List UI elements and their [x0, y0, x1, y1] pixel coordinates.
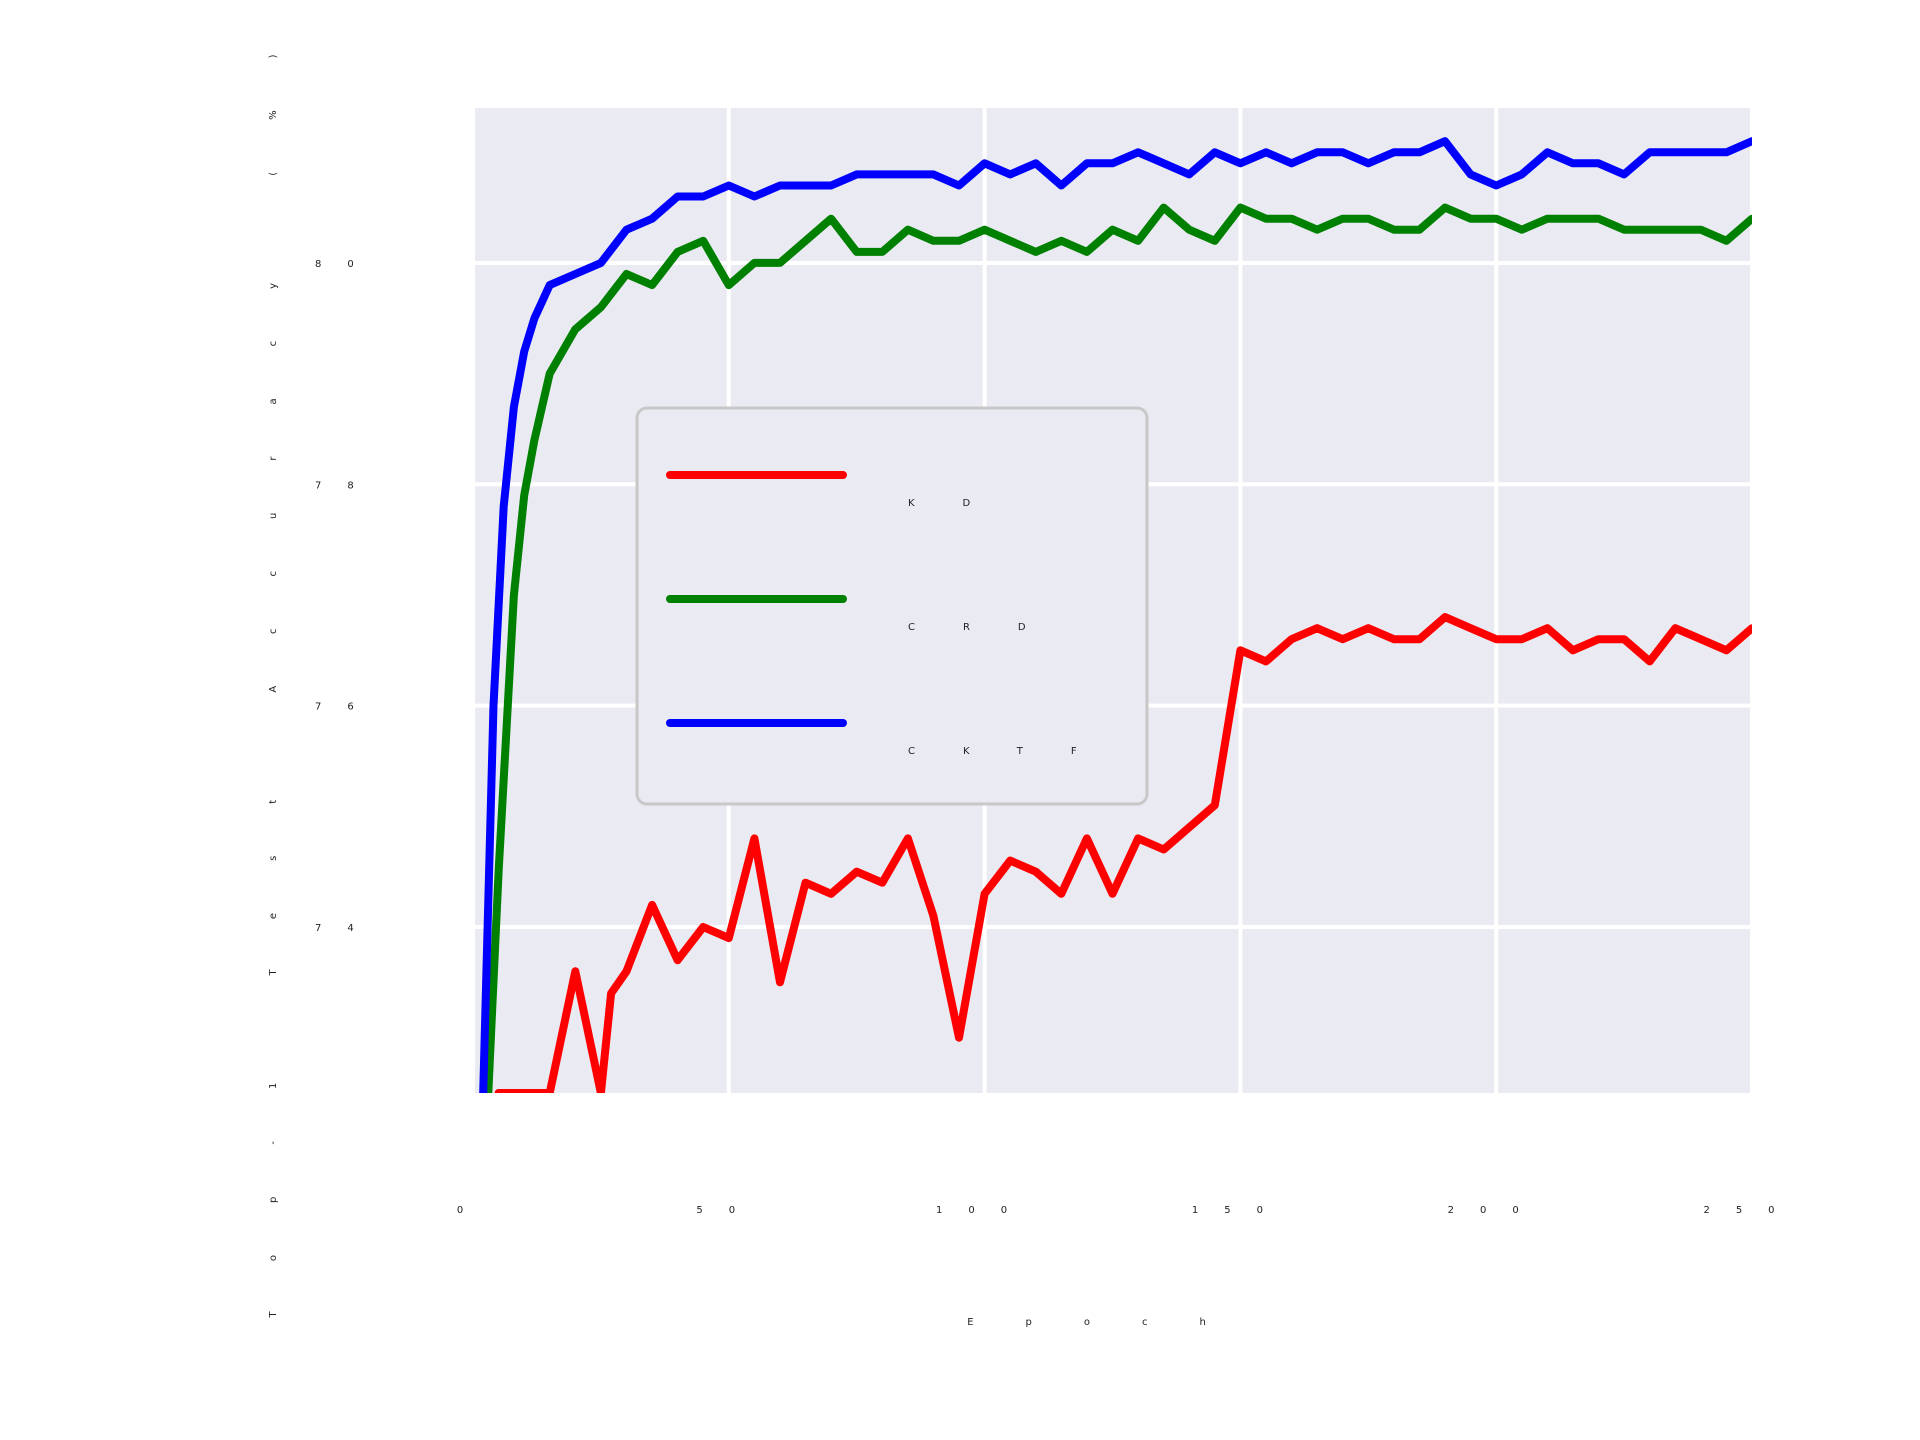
x-tick-label: 100 — [936, 1205, 1033, 1216]
series-line-cktf — [479, 137, 1752, 1093]
x-axis-title: Epoch — [967, 1317, 1258, 1328]
x-tick-label: 250 — [1703, 1205, 1800, 1216]
y-axis-title: Top-1 Test Accuracy (%) — [268, 2, 279, 1318]
y-tick-label: 80 — [315, 259, 380, 270]
legend-box — [635, 406, 1149, 806]
series-line-kd — [494, 613, 1752, 1093]
y-axis-ticks: 74 76 78 80 — [315, 259, 380, 934]
legend-label-crd: CRD — [908, 622, 1074, 633]
x-tick-label: 50 — [696, 1205, 761, 1216]
y-tick-label: 78 — [315, 480, 380, 491]
x-tick-label: 0 — [457, 1205, 489, 1216]
series-group — [479, 137, 1752, 1093]
x-tick-label: 150 — [1192, 1205, 1289, 1216]
legend-label-cktf: CKTF — [908, 746, 1125, 757]
y-tick-label: 74 — [315, 923, 380, 934]
x-axis-ticks: 0 50 100 150 200 250 — [457, 1205, 1800, 1216]
x-tick-label: 200 — [1448, 1205, 1545, 1216]
series-line-crd — [484, 203, 1752, 1093]
y-tick-label: 76 — [315, 702, 380, 713]
legend-items: KD CRD CKTF — [666, 471, 1125, 757]
legend: KD CRD CKTF — [635, 406, 1149, 806]
legend-label-kd: KD — [908, 498, 1018, 509]
